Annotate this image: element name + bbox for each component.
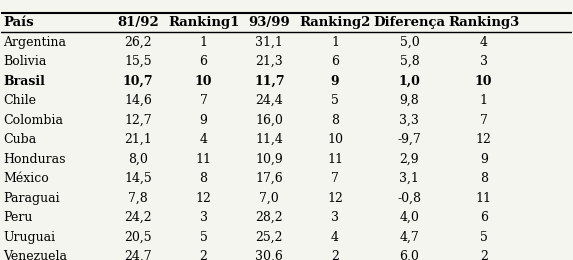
Text: 2: 2 xyxy=(331,250,339,260)
Text: 4,7: 4,7 xyxy=(399,231,419,244)
Text: 15,5: 15,5 xyxy=(124,55,152,68)
Text: 7: 7 xyxy=(199,94,207,107)
Text: 17,6: 17,6 xyxy=(256,172,283,185)
Text: 12: 12 xyxy=(476,133,492,146)
Text: 2: 2 xyxy=(199,250,207,260)
Text: 21,3: 21,3 xyxy=(256,55,283,68)
Text: Argentina: Argentina xyxy=(3,36,66,49)
Text: 6: 6 xyxy=(480,211,488,224)
Text: 1: 1 xyxy=(480,94,488,107)
Text: 21,1: 21,1 xyxy=(124,133,152,146)
Text: 7: 7 xyxy=(331,172,339,185)
Text: Brasil: Brasil xyxy=(3,75,45,88)
Text: 24,7: 24,7 xyxy=(124,250,152,260)
Text: 8: 8 xyxy=(480,172,488,185)
Text: 24,2: 24,2 xyxy=(124,211,152,224)
Text: 9: 9 xyxy=(480,153,488,166)
Text: 20,5: 20,5 xyxy=(124,231,152,244)
Text: Peru: Peru xyxy=(3,211,33,224)
Text: 3,1: 3,1 xyxy=(399,172,419,185)
Text: Chile: Chile xyxy=(3,94,37,107)
Text: 2,9: 2,9 xyxy=(399,153,419,166)
Text: Cuba: Cuba xyxy=(3,133,37,146)
Text: 3: 3 xyxy=(199,211,207,224)
Text: 5,8: 5,8 xyxy=(399,55,419,68)
Text: Honduras: Honduras xyxy=(3,153,66,166)
Text: Ranking2: Ranking2 xyxy=(300,16,371,29)
Text: 8: 8 xyxy=(331,114,339,127)
Text: -0,8: -0,8 xyxy=(398,192,421,205)
Text: 10: 10 xyxy=(475,75,492,88)
Text: 11: 11 xyxy=(476,192,492,205)
Text: 31,1: 31,1 xyxy=(256,36,283,49)
Text: 14,5: 14,5 xyxy=(124,172,152,185)
Text: Ranking3: Ranking3 xyxy=(448,16,519,29)
Text: Bolivia: Bolivia xyxy=(3,55,47,68)
Text: 1: 1 xyxy=(199,36,207,49)
Text: 8,0: 8,0 xyxy=(128,153,148,166)
Text: 6: 6 xyxy=(331,55,339,68)
Text: 7: 7 xyxy=(480,114,488,127)
Text: 2: 2 xyxy=(480,250,488,260)
Text: 3: 3 xyxy=(331,211,339,224)
Text: 16,0: 16,0 xyxy=(256,114,283,127)
Text: 24,4: 24,4 xyxy=(256,94,283,107)
Text: -9,7: -9,7 xyxy=(398,133,421,146)
Text: 26,2: 26,2 xyxy=(124,36,152,49)
Text: 12,7: 12,7 xyxy=(124,114,152,127)
Text: 12: 12 xyxy=(327,192,343,205)
Text: 6,0: 6,0 xyxy=(399,250,419,260)
Text: País: País xyxy=(3,16,34,29)
Text: 93/99: 93/99 xyxy=(249,16,291,29)
Text: 11,4: 11,4 xyxy=(256,133,283,146)
Text: 7,8: 7,8 xyxy=(128,192,148,205)
Text: 10,7: 10,7 xyxy=(123,75,153,88)
Text: 10: 10 xyxy=(327,133,343,146)
Text: Paraguai: Paraguai xyxy=(3,192,60,205)
Text: Venezuela: Venezuela xyxy=(3,250,68,260)
Text: Uruguai: Uruguai xyxy=(3,231,56,244)
Text: 9,8: 9,8 xyxy=(399,94,419,107)
Text: 4,0: 4,0 xyxy=(399,211,419,224)
Text: 7,0: 7,0 xyxy=(260,192,279,205)
Text: 11,7: 11,7 xyxy=(254,75,285,88)
Text: 3: 3 xyxy=(480,55,488,68)
Text: 10: 10 xyxy=(195,75,213,88)
Text: Diferença: Diferença xyxy=(374,16,445,29)
Text: 81/92: 81/92 xyxy=(117,16,159,29)
Text: 11: 11 xyxy=(327,153,343,166)
Text: 1,0: 1,0 xyxy=(398,75,421,88)
Text: 9: 9 xyxy=(199,114,207,127)
Text: 11: 11 xyxy=(195,153,211,166)
Text: 1: 1 xyxy=(331,36,339,49)
Text: 14,6: 14,6 xyxy=(124,94,152,107)
Text: 30,6: 30,6 xyxy=(256,250,283,260)
Text: 4: 4 xyxy=(199,133,207,146)
Text: 12: 12 xyxy=(195,192,211,205)
Text: México: México xyxy=(3,172,49,185)
Text: 4: 4 xyxy=(480,36,488,49)
Text: Ranking1: Ranking1 xyxy=(168,16,240,29)
Text: 6: 6 xyxy=(199,55,207,68)
Text: 9: 9 xyxy=(331,75,339,88)
Text: 10,9: 10,9 xyxy=(256,153,283,166)
Text: 28,2: 28,2 xyxy=(256,211,283,224)
Text: 5: 5 xyxy=(480,231,488,244)
Text: 8: 8 xyxy=(199,172,207,185)
Text: 5: 5 xyxy=(331,94,339,107)
Text: Colombia: Colombia xyxy=(3,114,64,127)
Text: 5: 5 xyxy=(199,231,207,244)
Text: 25,2: 25,2 xyxy=(256,231,283,244)
Text: 3,3: 3,3 xyxy=(399,114,419,127)
Text: 5,0: 5,0 xyxy=(399,36,419,49)
Text: 4: 4 xyxy=(331,231,339,244)
